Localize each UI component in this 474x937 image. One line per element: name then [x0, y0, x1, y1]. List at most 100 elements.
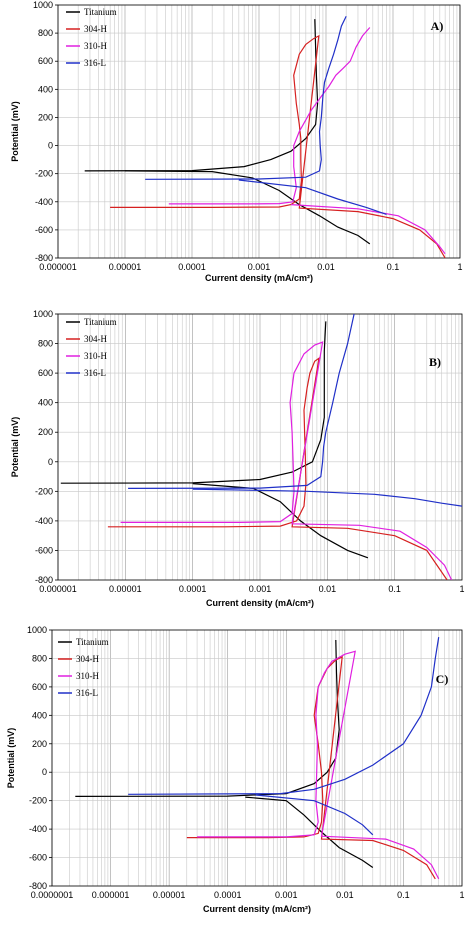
y-tick-label: 1000 [27, 625, 47, 635]
y-tick-label: -800 [35, 575, 53, 585]
legend: Titanium 304-H 310-H 316-L [58, 637, 109, 698]
y-tick-label: -400 [35, 516, 53, 526]
x-tick-label: 0.001 [248, 262, 271, 272]
legend-label: Titanium [84, 7, 117, 17]
y-axis-label: Potential (mV) [10, 101, 20, 162]
x-tick-label: 0.000001 [39, 584, 77, 594]
x-tick-label: 1 [457, 262, 462, 272]
legend-label: 304-H [76, 654, 99, 664]
series-group [60, 314, 462, 580]
x-tick-label: 0.01 [317, 262, 335, 272]
series-line-310-h [168, 27, 371, 205]
legend-label: 304-H [84, 24, 107, 34]
plot-frame [57, 4, 461, 259]
y-tick-label: -600 [29, 853, 47, 863]
x-tick-label: 1 [459, 584, 464, 594]
x-tick-label: 0.1 [388, 584, 401, 594]
series-line-316-l [255, 794, 374, 836]
y-tick-label: 0 [42, 767, 47, 777]
polarization-chart-a: -800 -600 -400 -200 0 200 400 600 800 1000 0.00000… [10, 0, 463, 283]
y-tick-label: 800 [38, 28, 53, 38]
y-tick-label: 200 [38, 427, 53, 437]
polarization-chart-c: -800 -600 -400 -200 0 200 400 600 800 1000 0.00000… [6, 625, 465, 914]
x-tick-label: 0.000001 [39, 262, 77, 272]
y-tick-label: 800 [38, 339, 53, 349]
series-line-titanium [84, 19, 319, 172]
y-tick-label: -600 [35, 225, 53, 235]
y-axis-label: Potential (mV) [6, 728, 16, 789]
x-tick-label: 0.001 [275, 890, 298, 900]
x-tick-label: 1 [459, 890, 464, 900]
series-line-316-l [128, 637, 440, 795]
y-tick-label: -400 [35, 197, 53, 207]
legend-label: 316-L [84, 368, 106, 378]
series-line-316-l [128, 314, 355, 489]
y-tick-label: 200 [38, 112, 53, 122]
plot-frame [57, 313, 463, 581]
legend-label: 310-H [84, 41, 107, 51]
y-tick-label: 800 [32, 653, 47, 663]
series-line-316-l [238, 179, 387, 215]
y-tick-label: -200 [29, 796, 47, 806]
x-tick-label: 0.01 [319, 584, 337, 594]
x-tick-label: 0.01 [336, 890, 354, 900]
x-tick-label: 0.0000001 [31, 890, 74, 900]
legend: Titanium 304-H 310-H 316-L [66, 317, 117, 378]
y-tick-label: 0 [48, 141, 53, 151]
series-line-310-h [290, 204, 446, 255]
x-axis-label: Current density (mA/cm²) [205, 273, 313, 283]
plot-frame [51, 629, 463, 887]
y-tick-label: 400 [38, 84, 53, 94]
y-axis-label: Potential (mV) [10, 417, 20, 478]
series-line-titanium [245, 796, 374, 868]
x-tick-label: 0.00001 [153, 890, 186, 900]
panel-label: C) [436, 672, 449, 686]
x-axis-label: Current density (mA/cm²) [206, 598, 314, 608]
y-tick-label: 600 [38, 368, 53, 378]
polarization-chart-b: -800 -600 -400 -200 0 200 400 600 800 1000 0.00000… [10, 310, 465, 608]
panel-label: A) [431, 19, 444, 33]
x-tick-label: 0.1 [397, 890, 410, 900]
y-tick-label: 1000 [33, 0, 53, 10]
series-line-316-l [145, 15, 347, 180]
series-line-304-h [186, 656, 436, 880]
x-tick-label: 0.0001 [214, 890, 242, 900]
legend: Titanium 304-H 310-H 316-L [66, 7, 117, 68]
legend-label: 310-H [84, 351, 107, 361]
legend-label: 316-L [84, 58, 106, 68]
panel-label: B) [429, 355, 441, 369]
x-tick-label: 0.001 [249, 584, 272, 594]
series-group [84, 15, 446, 258]
y-tick-label: -400 [29, 824, 47, 834]
x-tick-label: 0.0001 [179, 584, 207, 594]
series-line-titanium [75, 639, 340, 797]
y-tick-label: -800 [35, 253, 53, 263]
y-tick-label: 400 [38, 398, 53, 408]
y-tick-label: 600 [32, 682, 47, 692]
x-tick-label: 0.0001 [178, 262, 206, 272]
y-tick-label: 1000 [33, 310, 53, 319]
legend-label: 304-H [84, 334, 107, 344]
series-group [75, 637, 440, 880]
x-tick-label: 0.1 [387, 262, 400, 272]
grid [57, 4, 460, 259]
x-tick-label: 0.00001 [109, 584, 142, 594]
y-tick-label: 200 [32, 739, 47, 749]
grid [57, 313, 462, 581]
series-line-310-h [197, 650, 440, 880]
y-tick-label: -200 [35, 169, 53, 179]
legend-label: Titanium [76, 637, 109, 647]
y-tick-label: -800 [29, 881, 47, 891]
series-line-304-h [110, 34, 446, 258]
x-axis-label: Current density (mA/cm²) [203, 904, 311, 914]
y-tick-label: 0 [48, 457, 53, 467]
legend-label: 316-L [76, 688, 98, 698]
series-line-titanium [60, 321, 327, 484]
y-tick-label: -200 [35, 486, 53, 496]
series-line-316-l [192, 488, 462, 507]
y-tick-label: 600 [38, 56, 53, 66]
y-tick-label: -600 [35, 545, 53, 555]
y-tick-label: 400 [32, 710, 47, 720]
series-line-310-h [120, 341, 453, 580]
legend-label: Titanium [84, 317, 117, 327]
